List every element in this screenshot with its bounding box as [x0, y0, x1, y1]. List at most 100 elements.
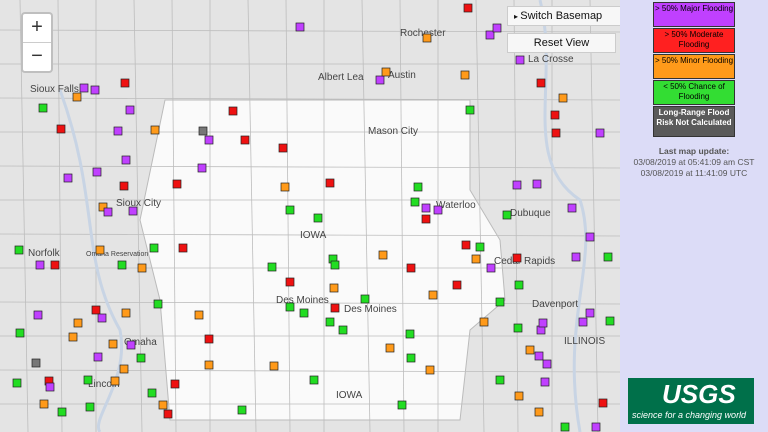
flood-marker[interactable]: [120, 78, 130, 88]
flood-marker[interactable]: [121, 155, 131, 165]
flood-marker[interactable]: [325, 178, 335, 188]
flood-marker[interactable]: [158, 400, 168, 410]
flood-marker[interactable]: [79, 83, 89, 93]
flood-marker[interactable]: [551, 128, 561, 138]
map[interactable]: Rochester Albert Lea Austin La Crosse Sioux …: [0, 0, 620, 432]
flood-marker[interactable]: [295, 22, 305, 32]
flood-marker[interactable]: [413, 182, 423, 192]
flood-marker[interactable]: [542, 359, 552, 369]
flood-marker[interactable]: [538, 318, 548, 328]
flood-marker[interactable]: [513, 323, 523, 333]
flood-marker[interactable]: [421, 203, 431, 213]
flood-marker[interactable]: [406, 263, 416, 273]
flood-marker[interactable]: [329, 283, 339, 293]
flood-marker[interactable]: [108, 339, 118, 349]
flood-marker[interactable]: [90, 85, 100, 95]
flood-marker[interactable]: [425, 365, 435, 375]
flood-marker[interactable]: [240, 135, 250, 145]
flood-marker[interactable]: [397, 400, 407, 410]
flood-marker[interactable]: [512, 253, 522, 263]
flood-marker[interactable]: [149, 243, 159, 253]
flood-marker[interactable]: [536, 78, 546, 88]
flood-marker[interactable]: [428, 290, 438, 300]
flood-marker[interactable]: [57, 407, 67, 417]
flood-marker[interactable]: [98, 202, 108, 212]
flood-marker[interactable]: [605, 316, 615, 326]
flood-marker[interactable]: [85, 402, 95, 412]
flood-marker[interactable]: [514, 280, 524, 290]
flood-marker[interactable]: [178, 243, 188, 253]
flood-marker[interactable]: [385, 343, 395, 353]
flood-marker[interactable]: [278, 143, 288, 153]
flood-marker[interactable]: [125, 105, 135, 115]
flood-marker[interactable]: [83, 375, 93, 385]
flood-marker[interactable]: [512, 180, 522, 190]
flood-marker[interactable]: [68, 332, 78, 342]
flood-marker[interactable]: [117, 260, 127, 270]
flood-marker[interactable]: [12, 378, 22, 388]
flood-marker[interactable]: [471, 254, 481, 264]
flood-marker[interactable]: [534, 407, 544, 417]
flood-marker[interactable]: [237, 405, 247, 415]
flood-marker[interactable]: [280, 182, 290, 192]
flood-marker[interactable]: [330, 260, 340, 270]
flood-marker[interactable]: [97, 313, 107, 323]
flood-marker[interactable]: [35, 260, 45, 270]
flood-marker[interactable]: [465, 105, 475, 115]
flood-marker[interactable]: [325, 317, 335, 327]
flood-marker[interactable]: [39, 399, 49, 409]
flood-marker[interactable]: [532, 179, 542, 189]
zoom-out[interactable]: −: [31, 45, 43, 67]
flood-marker[interactable]: [119, 364, 129, 374]
flood-marker[interactable]: [91, 305, 101, 315]
flood-marker[interactable]: [38, 103, 48, 113]
flood-marker[interactable]: [585, 232, 595, 242]
flood-marker[interactable]: [128, 206, 138, 216]
flood-marker[interactable]: [567, 203, 577, 213]
flood-marker[interactable]: [492, 23, 502, 33]
flood-marker[interactable]: [433, 205, 443, 215]
flood-marker[interactable]: [269, 361, 279, 371]
flood-marker[interactable]: [406, 353, 416, 363]
flood-marker[interactable]: [126, 340, 136, 350]
flood-marker[interactable]: [495, 375, 505, 385]
flood-marker[interactable]: [330, 303, 340, 313]
flood-marker[interactable]: [194, 310, 204, 320]
flood-marker[interactable]: [514, 391, 524, 401]
flood-marker[interactable]: [15, 328, 25, 338]
flood-marker[interactable]: [73, 318, 83, 328]
flood-marker[interactable]: [45, 382, 55, 392]
flood-marker[interactable]: [136, 353, 146, 363]
flood-marker[interactable]: [475, 242, 485, 252]
flood-marker[interactable]: [110, 376, 120, 386]
flood-marker[interactable]: [463, 3, 473, 13]
flood-marker[interactable]: [421, 214, 431, 224]
flood-marker[interactable]: [72, 92, 82, 102]
flood-marker[interactable]: [95, 245, 105, 255]
flood-marker[interactable]: [92, 167, 102, 177]
flood-marker[interactable]: [63, 173, 73, 183]
flood-marker[interactable]: [534, 351, 544, 361]
flood-marker[interactable]: [198, 126, 208, 136]
flood-marker[interactable]: [375, 75, 385, 85]
flood-marker[interactable]: [153, 299, 163, 309]
flood-marker[interactable]: [121, 308, 131, 318]
flood-marker[interactable]: [461, 240, 471, 250]
flood-marker[interactable]: [405, 329, 415, 339]
flood-marker[interactable]: [204, 360, 214, 370]
flood-marker[interactable]: [50, 260, 60, 270]
flood-marker[interactable]: [309, 375, 319, 385]
flood-marker[interactable]: [137, 263, 147, 273]
flood-marker[interactable]: [204, 334, 214, 344]
flood-marker[interactable]: [285, 277, 295, 287]
flood-marker[interactable]: [578, 317, 588, 327]
flood-marker[interactable]: [525, 345, 535, 355]
flood-marker[interactable]: [285, 302, 295, 312]
flood-marker[interactable]: [31, 358, 41, 368]
flood-marker[interactable]: [285, 205, 295, 215]
flood-marker[interactable]: [93, 352, 103, 362]
flood-marker[interactable]: [452, 280, 462, 290]
flood-marker[interactable]: [381, 67, 391, 77]
flood-marker[interactable]: [495, 297, 505, 307]
flood-marker[interactable]: [595, 128, 605, 138]
